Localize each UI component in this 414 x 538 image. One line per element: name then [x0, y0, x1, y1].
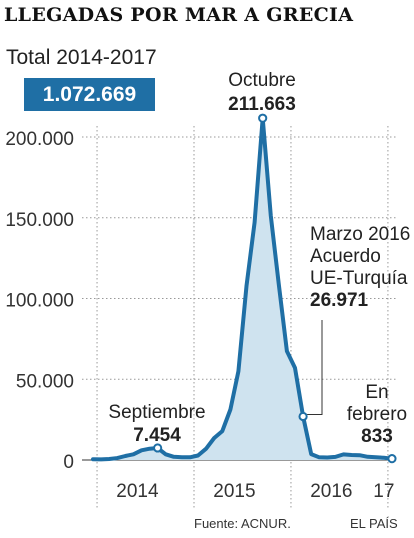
annotation-label: UE-Turquía — [310, 268, 408, 289]
annotation-leader-line — [307, 320, 323, 415]
data-point-marker — [258, 113, 268, 123]
y-tick-label: 0 — [63, 452, 74, 473]
source-note: Fuente: ACNUR. — [194, 516, 291, 531]
data-point-marker — [298, 411, 308, 422]
y-tick-label: 100.000 — [5, 291, 74, 312]
y-tick-label: 200.000 — [5, 129, 74, 150]
x-tick-label: 2016 — [310, 481, 352, 502]
annotation-label: febrero — [347, 404, 407, 425]
x-tick-label: 17 — [373, 481, 394, 502]
chart-title: LLEGADAS POR MAR A GRECIA — [4, 4, 354, 26]
annotation-label: Septiembre — [108, 402, 205, 423]
y-tick-label: 150.000 — [5, 210, 74, 231]
annotation-value: 833 — [361, 426, 393, 447]
total-value-badge: 1.072.669 — [24, 78, 155, 111]
brand-credit: EL PAÍS — [350, 516, 398, 531]
series-line — [91, 116, 394, 462]
annotation-label: En — [365, 382, 388, 403]
total-label: Total 2014-2017 — [6, 46, 157, 69]
x-tick-label: 2015 — [213, 481, 255, 502]
annotation-label: Octubre — [228, 70, 296, 91]
area-fill — [93, 118, 392, 460]
data-point-marker — [153, 443, 163, 453]
annotation-label: Marzo 2016 — [310, 224, 410, 245]
annotation-value: 26.971 — [310, 290, 369, 311]
annotation-label: Acuerdo — [310, 246, 381, 267]
annotation-value: 7.454 — [133, 425, 181, 446]
annotation-value: 211.663 — [228, 94, 296, 115]
data-point-marker — [387, 454, 397, 464]
x-tick-label: 2014 — [116, 481, 159, 502]
y-tick-label: 50.000 — [16, 371, 74, 392]
